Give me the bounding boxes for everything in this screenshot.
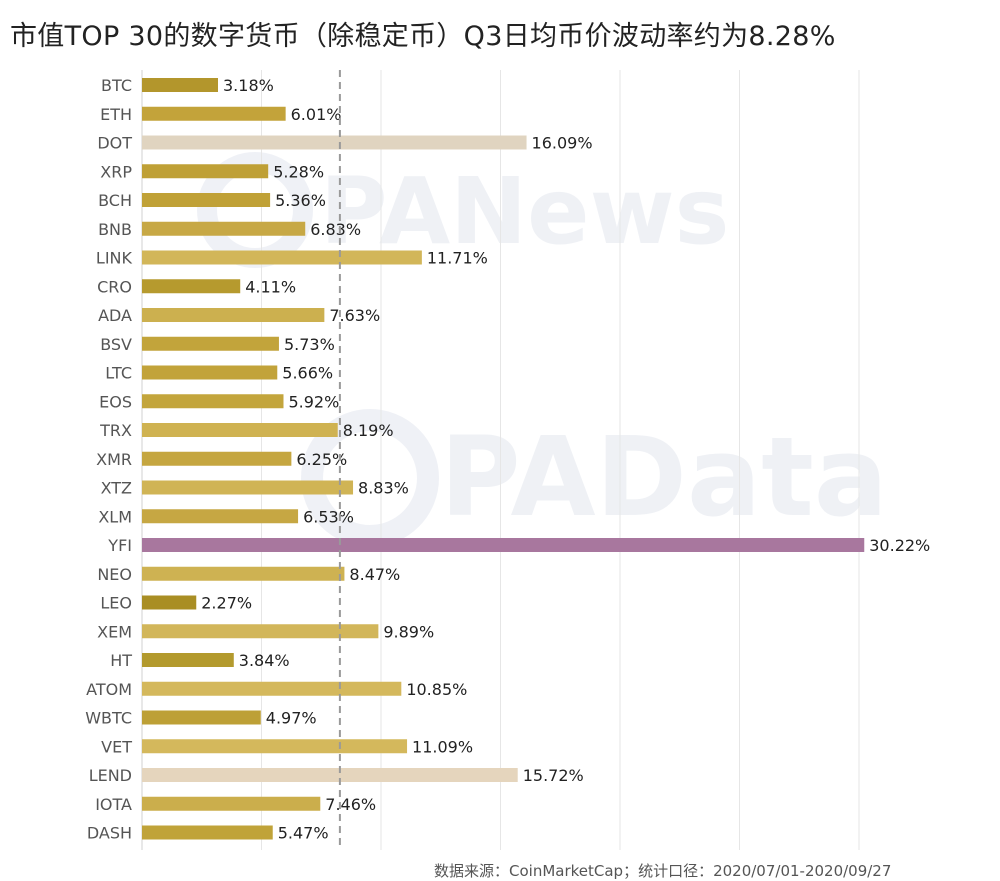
bar	[142, 106, 286, 121]
bar	[142, 279, 241, 294]
value-label: 6.25%	[296, 450, 347, 469]
value-label: 11.09%	[412, 737, 473, 756]
bar	[142, 509, 299, 524]
bar	[142, 336, 279, 351]
bars-layer: BTC 3.18% ETH 6.01% DOT 16.09% XRP 5.28% BCH 5.36…	[85, 76, 930, 843]
bar	[142, 221, 306, 236]
category-label: XLM	[98, 507, 132, 526]
value-label: 7.63%	[329, 306, 380, 325]
bar	[142, 480, 354, 495]
bar	[142, 78, 219, 92]
bar	[142, 624, 379, 639]
value-label: 2.27%	[201, 594, 252, 613]
source-note: 数据来源：CoinMarketCap；统计口径：2020/07/01-2020/…	[434, 862, 892, 880]
bar	[142, 595, 197, 610]
category-label: XMR	[96, 450, 132, 469]
category-label: EOS	[99, 392, 132, 411]
category-label: BNB	[98, 220, 132, 239]
value-label: 8.83%	[358, 479, 409, 498]
bar	[142, 135, 527, 150]
value-label: 4.11%	[245, 277, 296, 296]
bar	[142, 538, 865, 552]
category-label: XRP	[100, 162, 132, 181]
value-label: 3.84%	[239, 651, 290, 670]
value-label: 8.47%	[349, 565, 400, 584]
value-label: 9.89%	[383, 622, 434, 641]
value-label: 6.83%	[310, 220, 361, 239]
bar	[142, 796, 321, 811]
category-label: VET	[101, 737, 132, 756]
value-label: 7.46%	[325, 795, 376, 814]
category-label: ATOM	[86, 680, 132, 699]
value-label: 30.22%	[869, 536, 930, 555]
value-label: 8.19%	[343, 421, 394, 440]
category-label: CRO	[97, 277, 132, 296]
category-label: IOTA	[95, 795, 132, 814]
value-label: 11.71%	[427, 249, 488, 268]
bar	[142, 394, 284, 409]
value-label: 5.92%	[288, 392, 339, 411]
category-label: LTC	[105, 364, 132, 383]
category-label: NEO	[97, 565, 132, 584]
padata-logo-icon	[301, 409, 439, 547]
category-label: DOT	[97, 134, 132, 153]
bar	[142, 710, 261, 725]
value-label: 4.97%	[266, 709, 317, 728]
category-label: BSV	[100, 335, 132, 354]
category-label: DASH	[87, 824, 132, 843]
bar	[142, 681, 402, 696]
value-label: 5.66%	[282, 364, 333, 383]
chart-title: 市值TOP 30的数字货币（除稳定币）Q3日均币价波动率约为8.28%	[10, 21, 836, 52]
category-label: HT	[110, 651, 132, 670]
bar	[142, 365, 278, 380]
bar	[142, 566, 345, 581]
category-label: WBTC	[85, 709, 132, 728]
value-label: 15.72%	[523, 766, 584, 785]
bar	[142, 825, 273, 840]
category-label: TRX	[99, 421, 132, 440]
value-label: 5.36%	[275, 191, 326, 210]
bar	[142, 423, 338, 437]
bar	[142, 308, 325, 322]
bar	[142, 451, 292, 466]
watermark-padata: PAData	[440, 413, 888, 541]
value-label: 6.01%	[291, 105, 342, 124]
value-label: 16.09%	[532, 134, 593, 153]
value-label: 10.85%	[406, 680, 467, 699]
watermark-layer: PANews PAData	[197, 152, 888, 547]
bar	[142, 653, 234, 667]
value-label: 5.73%	[284, 335, 335, 354]
category-label: XTZ	[101, 479, 132, 498]
bar	[142, 250, 422, 265]
category-label: ETH	[100, 105, 132, 124]
category-label: BCH	[98, 191, 132, 210]
category-label: YFI	[107, 536, 132, 555]
category-label: LEND	[89, 766, 132, 785]
value-label: 3.18%	[223, 76, 274, 95]
category-label: ADA	[98, 306, 132, 325]
value-label: 5.47%	[278, 824, 329, 843]
category-label: LEO	[100, 594, 132, 613]
value-label: 5.28%	[273, 162, 324, 181]
category-label: BTC	[101, 76, 132, 95]
watermark-panews: PANews	[320, 158, 729, 265]
bar	[142, 193, 271, 207]
value-label: 6.53%	[303, 507, 354, 526]
bar	[142, 768, 518, 782]
category-label: XEM	[97, 622, 132, 641]
bar	[142, 739, 408, 754]
bar	[142, 164, 269, 179]
category-label: LINK	[96, 249, 133, 268]
